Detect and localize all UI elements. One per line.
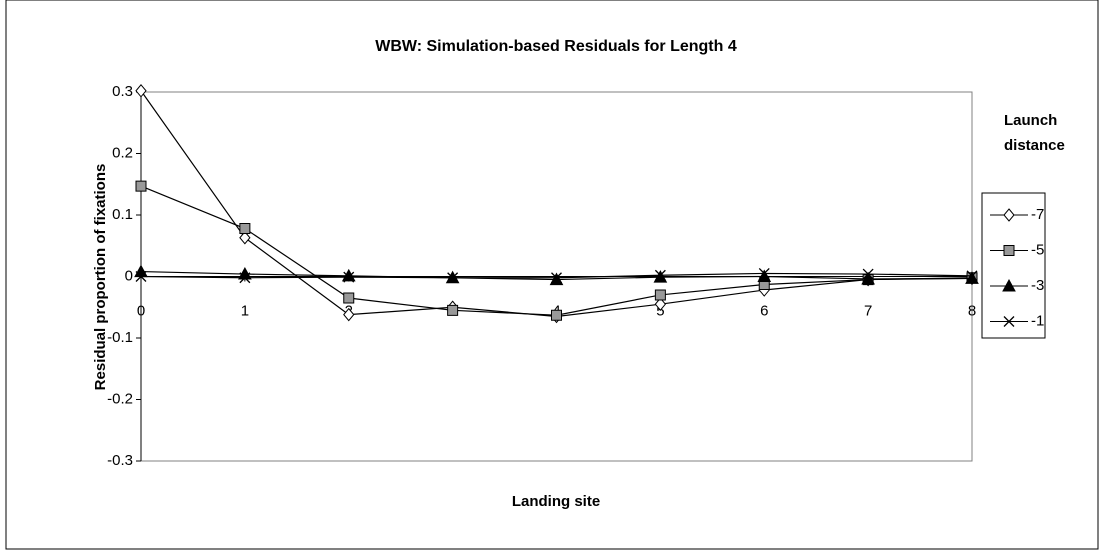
marker [341,268,356,282]
y-axis-label: Residual proportion of fixations [92,164,109,391]
legend-marker [1002,278,1016,292]
marker [653,270,668,283]
legend-title: Launch distance [1004,112,1065,154]
marker [654,297,667,311]
marker [758,267,770,279]
x-axis-label: Landing site [512,493,600,510]
marker [861,271,875,285]
marker [654,269,666,281]
marker [551,309,562,321]
marker [343,271,355,283]
y-tick-label: 0.1 [112,206,133,223]
chart-frame [5,0,1099,550]
marker [447,272,459,284]
y-tick-label: 0 [125,267,133,284]
legend-box [981,192,1046,339]
x-tick-label: 5 [656,302,664,319]
legend-marker [1003,316,1015,327]
x-tick-label: 8 [968,302,976,319]
marker [551,272,562,284]
legend-label: -3 [1031,277,1044,294]
y-tick-label: -0.1 [107,329,133,346]
legend-label: -7 [1031,206,1044,223]
y-tick-label: -0.2 [107,390,133,407]
marker [135,83,147,98]
marker [549,272,564,286]
chart-title: WBW: Simulation-based Residuals for Leng… [375,38,737,55]
y-tick-label: 0.2 [112,144,133,161]
marker [447,304,459,316]
marker [239,272,251,284]
x-tick-label: 0 [137,302,145,319]
marker [135,271,147,282]
y-tick-label: -0.3 [107,452,133,469]
marker [239,223,251,235]
legend-marker [1003,245,1015,256]
legend-label: -1 [1031,312,1044,329]
x-tick-label: 6 [760,302,768,319]
marker [654,289,666,301]
marker [239,230,251,245]
x-tick-label: 7 [864,302,872,319]
marker [238,266,252,280]
legend-label: -5 [1031,241,1044,258]
marker [965,271,979,284]
marker [343,307,355,322]
marker [862,268,874,280]
x-tick-label: 1 [241,302,249,319]
marker [966,270,978,282]
marker [135,180,147,192]
marker [343,292,355,304]
y-tick-label: 0.3 [112,83,133,100]
legend-marker [1003,208,1015,222]
